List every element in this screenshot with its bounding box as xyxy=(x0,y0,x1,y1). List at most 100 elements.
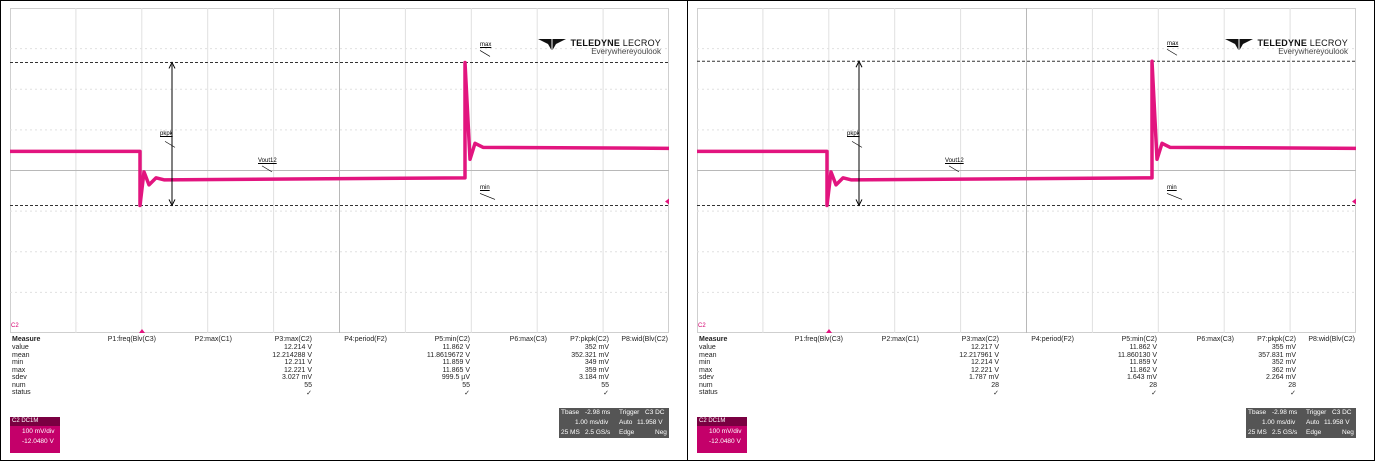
trigger-level: 11.958 V xyxy=(637,419,663,426)
c2-ground-marker: C2 xyxy=(698,323,706,329)
sample-count: 25 MS xyxy=(561,429,580,436)
channel-name: C2 DC1M xyxy=(10,417,60,426)
measure-row-label: sdev xyxy=(699,374,714,381)
measure-value: 12.214 V xyxy=(929,359,999,366)
measure-column-header[interactable]: P4:period(F2) xyxy=(1004,336,1074,343)
measure-value: ✓ xyxy=(929,389,999,397)
measure-value: ✓ xyxy=(539,389,609,397)
vout-label: Vout12 xyxy=(945,158,964,164)
measure-title: Measure xyxy=(12,336,40,343)
trigger-channel: C3 DC xyxy=(645,409,665,416)
time-per-div: 1.00 ms/div xyxy=(575,419,608,426)
measure-value: 349 mV xyxy=(539,359,609,366)
measure-value: 12.217961 V xyxy=(929,352,999,359)
waveform-grid: pkpk max min Vout12 C2 TELEDYNE LECROY Everywh… xyxy=(10,8,669,333)
measure-value: 11.859 V xyxy=(1087,359,1157,366)
max-label: max xyxy=(1167,41,1178,47)
measure-value: 2.264 mV xyxy=(1226,374,1296,381)
oscilloscope-screen: pkpk max min Vout12 C2 TELEDYNE LECROY Everywh… xyxy=(697,8,1356,456)
trigger-channel: C3 DC xyxy=(1332,409,1352,416)
tbase-value: -2.98 ms xyxy=(585,409,610,416)
measure-value: 55 xyxy=(400,382,470,389)
left-capture-panel: pkpk max min Vout12 C2 TELEDYNE LECROY Everywh… xyxy=(0,0,688,461)
trigger-type: Edge xyxy=(1306,429,1321,436)
measure-value: 352.321 mV xyxy=(539,352,609,359)
measure-column-header[interactable]: P3:max(C2) xyxy=(242,336,312,343)
brand-tagline: Everywhereyoulook xyxy=(570,48,661,56)
measure-value: 12.211 V xyxy=(242,359,312,366)
measure-value: 362 mV xyxy=(1226,367,1296,374)
measure-value: 359 mV xyxy=(539,367,609,374)
measure-column-header[interactable]: P5:min(C2) xyxy=(1087,336,1157,343)
trigger-mode: Auto xyxy=(1306,419,1319,426)
sample-rate: 2.5 GS/s xyxy=(585,429,610,436)
measure-row-label: mean xyxy=(699,352,717,359)
measure-column-header[interactable]: P2:max(C1) xyxy=(849,336,919,343)
trigger-slope: Neg xyxy=(1342,429,1354,436)
channel-scale: 100 mV/div xyxy=(697,426,747,437)
teledyne-lecroy-logo: TELEDYNE LECROY Everywhereyoulook xyxy=(1257,39,1348,56)
measure-row-label: num xyxy=(12,382,26,389)
tbase-value: -2.98 ms xyxy=(1272,409,1297,416)
measure-value: 28 xyxy=(929,382,999,389)
trigger-type: Edge xyxy=(619,429,634,436)
measure-value: 11.865 V xyxy=(400,367,470,374)
max-label: max xyxy=(480,42,491,48)
measure-value: 28 xyxy=(1226,382,1296,389)
measure-column-header[interactable]: P8:wid(Blv(C2) xyxy=(598,336,668,343)
measure-title: Measure xyxy=(699,336,727,343)
channel-offset: -12.0480 V xyxy=(697,437,747,447)
measure-column-header[interactable]: P5:min(C2) xyxy=(400,336,470,343)
min-label: min xyxy=(1167,185,1177,191)
measure-row-label: min xyxy=(12,359,23,366)
teledyne-lecroy-logo: TELEDYNE LECROY Everywhereyoulook xyxy=(570,39,661,56)
measure-column-header[interactable]: P6:max(C3) xyxy=(477,336,547,343)
measure-row-label: mean xyxy=(12,352,30,359)
tbase-label: Tbase xyxy=(1248,409,1266,416)
measure-value: 12.221 V xyxy=(929,367,999,374)
measure-value: 55 xyxy=(242,382,312,389)
measure-row-label: value xyxy=(699,344,716,351)
timebase-trigger-descriptor[interactable]: Tbase -2.98 ms Trigger C3 DC 1.00 ms/div Auto… xyxy=(1246,408,1356,438)
measure-value: 12.217 V xyxy=(929,344,999,351)
lecroy-mark-icon xyxy=(1225,39,1253,51)
measure-column-header[interactable]: P1:freq(Blv(C3) xyxy=(86,336,156,343)
measure-value: ✓ xyxy=(1226,389,1296,397)
channel-scale: 100 mV/div xyxy=(10,426,60,437)
c2-channel-descriptor[interactable]: C2 DC1M 100 mV/div -12.0480 V xyxy=(10,417,60,453)
measure-value: 12.214 V xyxy=(242,344,312,351)
measure-row-label: sdev xyxy=(12,374,27,381)
measure-column-header[interactable]: P4:period(F2) xyxy=(317,336,387,343)
measure-value: 1.787 mV xyxy=(929,374,999,381)
measure-row-label: status xyxy=(699,389,718,396)
measure-value: 28 xyxy=(1087,382,1157,389)
timebase-trigger-descriptor[interactable]: Tbase -2.98 ms Trigger C3 DC 1.00 ms/div Auto… xyxy=(559,408,669,438)
measure-value: 357.831 mV xyxy=(1226,352,1296,359)
measure-row-label: min xyxy=(699,359,710,366)
measure-column-header[interactable]: P6:max(C3) xyxy=(1164,336,1234,343)
measure-column-header[interactable]: P2:max(C1) xyxy=(162,336,232,343)
measure-value: 55 xyxy=(539,382,609,389)
c2-channel-descriptor[interactable]: C2 DC1M 100 mV/div -12.0480 V xyxy=(697,417,747,453)
measure-table: Measure value mean min max sdev num status P1:fr… xyxy=(10,336,669,416)
measure-value: 11.862 V xyxy=(1087,344,1157,351)
measure-value: 11.860130 V xyxy=(1087,352,1157,359)
measure-value: 12.214288 V xyxy=(242,352,312,359)
measure-row-label: max xyxy=(699,367,712,374)
trigger-label: Trigger xyxy=(619,409,639,416)
measure-value: 3.027 mV xyxy=(242,374,312,381)
waveform-grid: pkpk max min Vout12 C2 TELEDYNE LECROY Everywh… xyxy=(697,8,1356,333)
measure-column-header[interactable]: P8:wid(Blv(C2) xyxy=(1285,336,1355,343)
measure-value: 11.859 V xyxy=(400,359,470,366)
measure-value: ✓ xyxy=(400,389,470,397)
sample-rate: 2.5 GS/s xyxy=(1272,429,1297,436)
channel-name: C2 DC1M xyxy=(697,417,747,426)
tbase-label: Tbase xyxy=(561,409,579,416)
oscilloscope-screen: pkpk max min Vout12 C2 TELEDYNE LECROY Everywh… xyxy=(10,8,669,456)
measure-value: 11.862 V xyxy=(1087,367,1157,374)
measure-column-header[interactable]: P3:max(C2) xyxy=(929,336,999,343)
lecroy-mark-icon xyxy=(538,39,566,51)
measure-value: 352 mV xyxy=(539,344,609,351)
measure-value: 11.8619672 V xyxy=(400,352,470,359)
measure-column-header[interactable]: P1:freq(Blv(C3) xyxy=(773,336,843,343)
